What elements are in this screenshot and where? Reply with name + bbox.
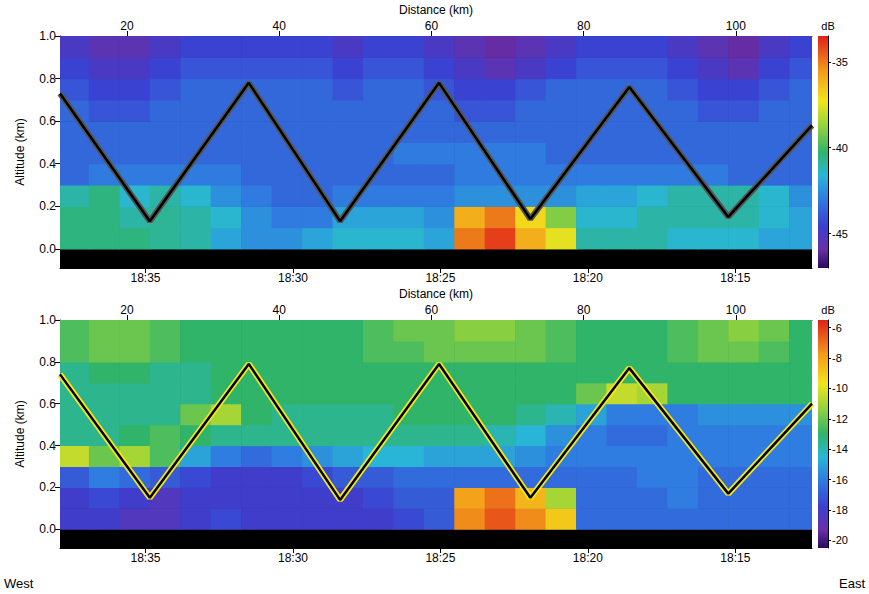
svg-text:60: 60 <box>425 303 439 317</box>
svg-text:0.0: 0.0 <box>39 522 56 536</box>
svg-text:-10: -10 <box>832 382 848 394</box>
svg-text:18:25: 18:25 <box>425 551 455 565</box>
svg-text:18:25: 18:25 <box>425 271 455 285</box>
svg-text:0.4: 0.4 <box>39 157 56 171</box>
svg-text:Distance (km): Distance (km) <box>399 287 473 301</box>
svg-text:0.6: 0.6 <box>39 397 56 411</box>
svg-text:East: East <box>839 576 865 591</box>
svg-text:0.8: 0.8 <box>39 72 56 86</box>
svg-text:0.4: 0.4 <box>39 439 56 453</box>
svg-text:80: 80 <box>577 19 591 33</box>
svg-text:1.0: 1.0 <box>39 313 56 327</box>
svg-text:0.8: 0.8 <box>39 355 56 369</box>
svg-text:40: 40 <box>273 303 287 317</box>
svg-text:18:15: 18:15 <box>720 271 750 285</box>
svg-text:dB: dB <box>821 304 834 316</box>
svg-text:0.0: 0.0 <box>39 242 56 256</box>
svg-text:60: 60 <box>425 19 439 33</box>
svg-text:Altitude (km): Altitude (km) <box>13 400 27 467</box>
svg-text:-8: -8 <box>832 352 842 364</box>
svg-text:20: 20 <box>120 303 134 317</box>
svg-text:-45: -45 <box>832 228 848 240</box>
svg-text:West: West <box>4 576 34 591</box>
svg-text:100: 100 <box>726 19 746 33</box>
svg-text:18:30: 18:30 <box>278 271 308 285</box>
svg-text:18:35: 18:35 <box>131 551 161 565</box>
svg-text:100: 100 <box>726 303 746 317</box>
svg-text:18:20: 18:20 <box>573 551 603 565</box>
svg-text:-14: -14 <box>832 443 848 455</box>
svg-text:0.6: 0.6 <box>39 114 56 128</box>
svg-text:-16: -16 <box>832 474 848 486</box>
svg-text:-20: -20 <box>832 534 848 546</box>
svg-text:-35: -35 <box>832 56 848 68</box>
svg-text:20: 20 <box>120 19 134 33</box>
svg-text:1.0: 1.0 <box>39 29 56 43</box>
svg-text:18:15: 18:15 <box>720 551 750 565</box>
svg-text:-40: -40 <box>832 142 848 154</box>
svg-text:dB: dB <box>821 20 834 32</box>
svg-text:18:20: 18:20 <box>573 271 603 285</box>
svg-text:-18: -18 <box>832 504 848 516</box>
svg-text:80: 80 <box>577 303 591 317</box>
svg-text:0.2: 0.2 <box>39 199 56 213</box>
svg-text:18:30: 18:30 <box>278 551 308 565</box>
svg-text:-12: -12 <box>832 413 848 425</box>
svg-text:Altitude (km): Altitude (km) <box>13 118 27 185</box>
svg-text:18:35: 18:35 <box>131 271 161 285</box>
svg-text:-6: -6 <box>832 322 842 334</box>
svg-text:40: 40 <box>273 19 287 33</box>
svg-text:Distance (km): Distance (km) <box>399 3 473 17</box>
svg-text:0.2: 0.2 <box>39 480 56 494</box>
